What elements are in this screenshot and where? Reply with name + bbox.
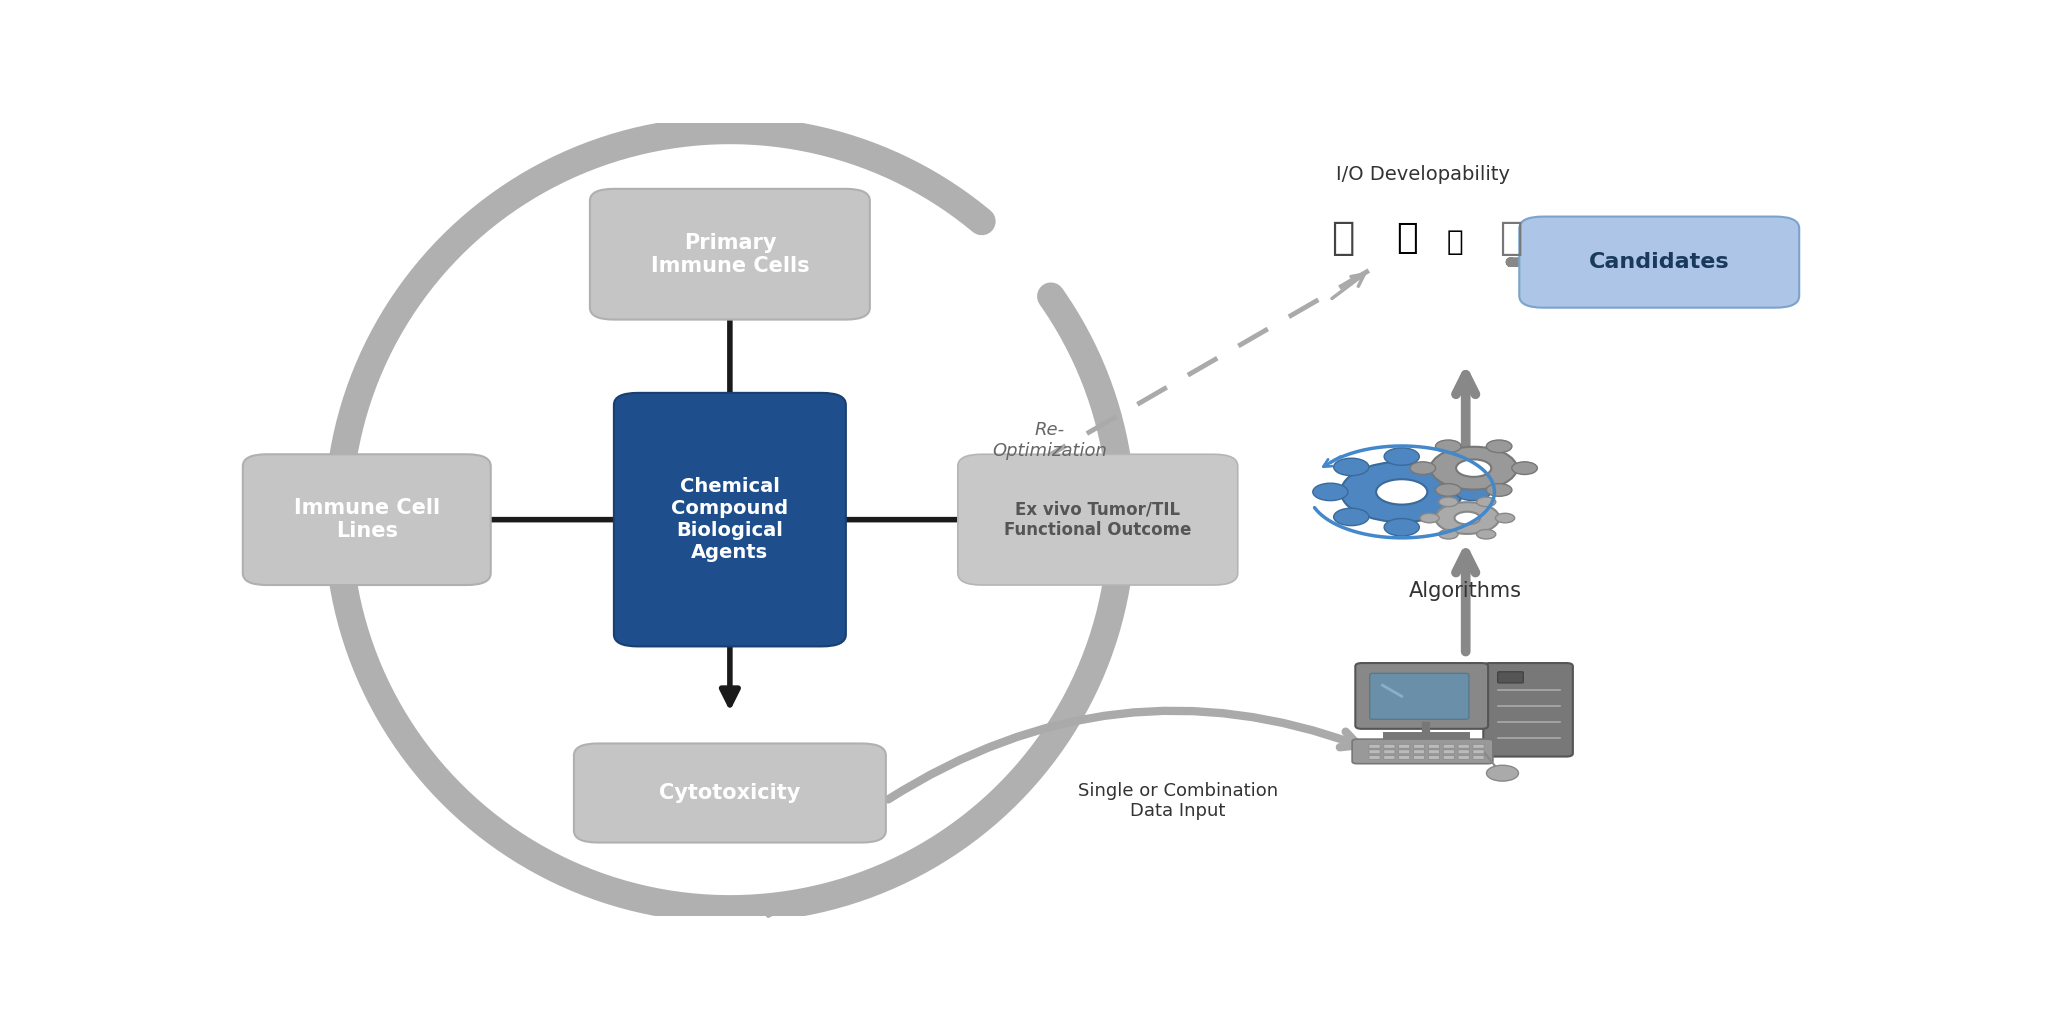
- FancyBboxPatch shape: [1383, 750, 1395, 754]
- Circle shape: [1496, 513, 1515, 523]
- Text: 👎: 👎: [1331, 219, 1354, 257]
- FancyBboxPatch shape: [1457, 755, 1470, 759]
- Circle shape: [1455, 484, 1490, 501]
- FancyBboxPatch shape: [244, 454, 491, 586]
- Circle shape: [1410, 462, 1437, 474]
- FancyBboxPatch shape: [1368, 744, 1381, 748]
- Text: Immune Cell
Lines: Immune Cell Lines: [293, 498, 440, 541]
- Circle shape: [1420, 513, 1439, 523]
- Circle shape: [1455, 511, 1480, 525]
- Circle shape: [1333, 458, 1368, 475]
- FancyBboxPatch shape: [1519, 216, 1800, 308]
- Text: 🔍: 🔍: [1447, 228, 1463, 256]
- FancyBboxPatch shape: [1383, 744, 1395, 748]
- FancyBboxPatch shape: [1414, 744, 1424, 748]
- Text: Primary
Immune Cells: Primary Immune Cells: [650, 233, 809, 276]
- Text: Candidates: Candidates: [1589, 252, 1730, 272]
- FancyBboxPatch shape: [1428, 744, 1439, 748]
- FancyBboxPatch shape: [1428, 750, 1439, 754]
- Circle shape: [1476, 530, 1496, 539]
- Circle shape: [1313, 484, 1348, 501]
- FancyBboxPatch shape: [1484, 663, 1573, 756]
- Circle shape: [1455, 459, 1492, 476]
- Circle shape: [1333, 508, 1368, 526]
- Text: Re-
Optimization: Re- Optimization: [993, 421, 1106, 460]
- FancyBboxPatch shape: [1368, 755, 1381, 759]
- FancyBboxPatch shape: [958, 454, 1238, 586]
- Circle shape: [1377, 480, 1428, 504]
- Text: I/O Developability: I/O Developability: [1335, 166, 1509, 184]
- Circle shape: [1511, 462, 1538, 474]
- Circle shape: [1430, 447, 1517, 490]
- Circle shape: [1434, 502, 1498, 534]
- Circle shape: [1385, 519, 1420, 536]
- FancyBboxPatch shape: [1368, 750, 1381, 754]
- Text: 👍: 👍: [1498, 219, 1521, 257]
- FancyBboxPatch shape: [1457, 750, 1470, 754]
- Circle shape: [1385, 448, 1420, 465]
- Circle shape: [1342, 462, 1463, 522]
- FancyBboxPatch shape: [1474, 755, 1484, 759]
- Circle shape: [1434, 458, 1470, 475]
- FancyBboxPatch shape: [1414, 750, 1424, 754]
- FancyBboxPatch shape: [590, 189, 869, 320]
- FancyBboxPatch shape: [1428, 755, 1439, 759]
- Text: Chemical
Compound
Biological
Agents: Chemical Compound Biological Agents: [671, 477, 788, 562]
- Circle shape: [1439, 497, 1457, 506]
- FancyBboxPatch shape: [1383, 755, 1395, 759]
- FancyBboxPatch shape: [1399, 744, 1410, 748]
- FancyBboxPatch shape: [1352, 739, 1492, 764]
- Text: Algorithms: Algorithms: [1410, 581, 1521, 601]
- FancyBboxPatch shape: [1399, 750, 1410, 754]
- FancyBboxPatch shape: [1443, 744, 1455, 748]
- FancyBboxPatch shape: [1443, 755, 1455, 759]
- Circle shape: [1486, 766, 1519, 781]
- FancyBboxPatch shape: [1474, 744, 1484, 748]
- Circle shape: [1434, 440, 1461, 453]
- Text: Ex vivo Tumor/TIL
Functional Outcome: Ex vivo Tumor/TIL Functional Outcome: [1003, 500, 1191, 539]
- Text: Cytotoxicity: Cytotoxicity: [658, 783, 801, 803]
- FancyBboxPatch shape: [1399, 755, 1410, 759]
- FancyBboxPatch shape: [1457, 744, 1470, 748]
- FancyBboxPatch shape: [613, 393, 846, 646]
- FancyBboxPatch shape: [1443, 750, 1455, 754]
- Circle shape: [1434, 484, 1461, 496]
- FancyBboxPatch shape: [1370, 673, 1470, 719]
- FancyBboxPatch shape: [1474, 750, 1484, 754]
- FancyBboxPatch shape: [1414, 755, 1424, 759]
- Circle shape: [1476, 497, 1496, 506]
- FancyBboxPatch shape: [1356, 663, 1488, 729]
- Circle shape: [1439, 530, 1457, 539]
- FancyBboxPatch shape: [574, 744, 885, 843]
- Circle shape: [1486, 440, 1513, 453]
- Circle shape: [1486, 484, 1513, 496]
- Text: 📦: 📦: [1395, 221, 1418, 255]
- Circle shape: [1434, 508, 1470, 526]
- FancyBboxPatch shape: [1498, 672, 1523, 683]
- Text: Single or Combination
Data Input: Single or Combination Data Input: [1077, 781, 1278, 820]
